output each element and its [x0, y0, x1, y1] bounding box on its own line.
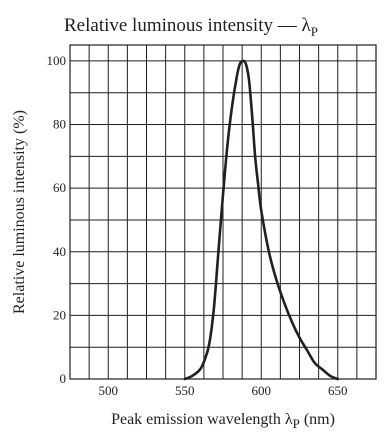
x-tick-label: 600 [252, 383, 272, 398]
y-tick-label: 80 [53, 117, 66, 132]
series-line [183, 59, 340, 381]
grid [69, 45, 377, 380]
x-tick-label: 500 [99, 383, 119, 398]
plot-frame [69, 44, 377, 380]
chart-title: Relative luminous intensity — λP [64, 15, 318, 39]
x-axis-label: Peak emission wavelength λP (nm) [111, 411, 335, 431]
y-tick-labels: 0 20 40 60 80 100 [47, 53, 67, 386]
y-axis-label: Relative luminous intensity (%) [11, 110, 28, 314]
y-tick-label: 40 [53, 244, 66, 259]
x-tick-labels: 500 550 600 650 [99, 383, 348, 398]
y-tick-label: 60 [53, 180, 66, 195]
x-tick-label: 550 [175, 383, 195, 398]
y-tick-label: 100 [47, 53, 67, 68]
y-tick-label: 20 [53, 307, 66, 322]
x-tick-label: 650 [328, 383, 348, 398]
y-tick-label: 0 [60, 371, 67, 386]
